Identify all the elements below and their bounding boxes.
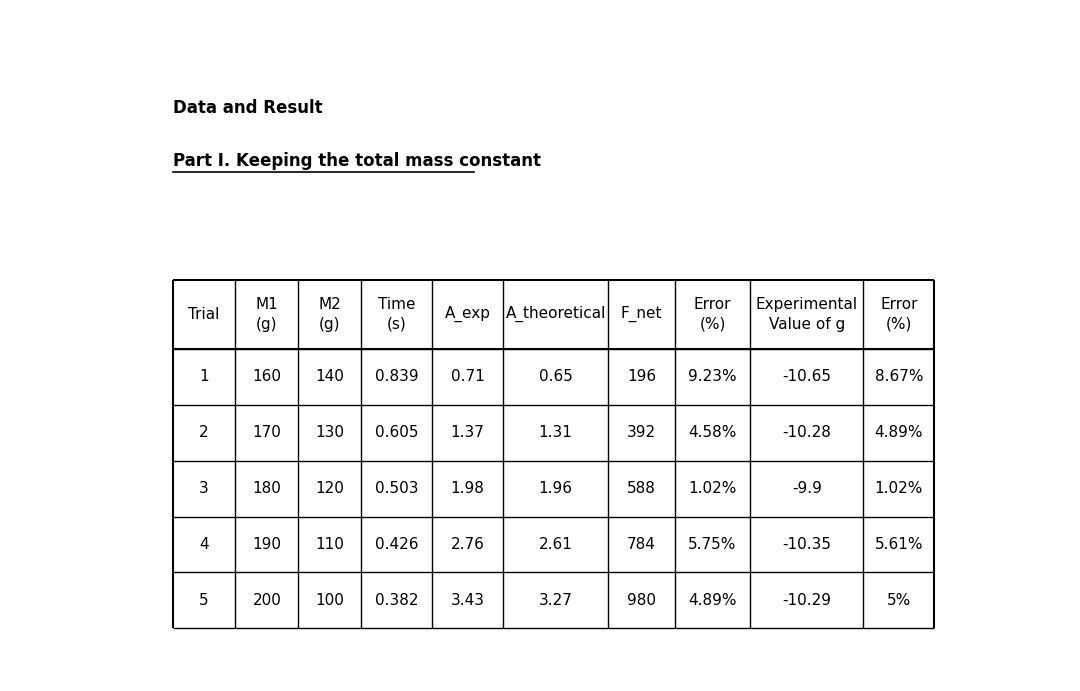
Text: -10.35: -10.35	[782, 537, 832, 552]
Text: 190: 190	[253, 537, 281, 552]
Text: 1: 1	[199, 370, 208, 384]
Text: 5%: 5%	[887, 593, 910, 608]
Text: Part I. Keeping the total mass constant: Part I. Keeping the total mass constant	[173, 152, 541, 170]
Text: 140: 140	[315, 370, 345, 384]
Text: 110: 110	[315, 537, 345, 552]
Text: 120: 120	[315, 481, 345, 496]
Text: Time
(s): Time (s)	[378, 297, 416, 332]
Text: -10.29: -10.29	[782, 593, 832, 608]
Text: 0.503: 0.503	[375, 481, 418, 496]
Text: 1.02%: 1.02%	[688, 481, 737, 496]
Text: 8.67%: 8.67%	[875, 370, 923, 384]
Text: Error
(%): Error (%)	[693, 297, 731, 332]
Text: F_net: F_net	[621, 306, 662, 323]
Text: 0.605: 0.605	[375, 425, 418, 440]
Text: 1.02%: 1.02%	[875, 481, 923, 496]
Text: 160: 160	[253, 370, 281, 384]
Text: 4: 4	[199, 537, 208, 552]
Text: 3.27: 3.27	[539, 593, 572, 608]
Text: M1
(g): M1 (g)	[256, 297, 279, 332]
Text: Experimental
Value of g: Experimental Value of g	[756, 297, 858, 332]
Text: 4.89%: 4.89%	[688, 593, 737, 608]
Text: 9.23%: 9.23%	[688, 370, 737, 384]
Text: Trial: Trial	[188, 307, 219, 322]
Text: 170: 170	[253, 425, 281, 440]
Text: 1.96: 1.96	[539, 481, 572, 496]
Text: -10.28: -10.28	[782, 425, 832, 440]
Text: -10.65: -10.65	[782, 370, 832, 384]
Text: 588: 588	[627, 481, 656, 496]
Text: -9.9: -9.9	[792, 481, 822, 496]
Text: 0.426: 0.426	[375, 537, 418, 552]
Text: 1.31: 1.31	[539, 425, 572, 440]
Text: 5.61%: 5.61%	[875, 537, 923, 552]
Text: 196: 196	[626, 370, 656, 384]
Text: 200: 200	[253, 593, 281, 608]
Text: 1.98: 1.98	[450, 481, 485, 496]
Text: 2.61: 2.61	[539, 537, 572, 552]
Text: 0.839: 0.839	[375, 370, 418, 384]
Text: 4.58%: 4.58%	[688, 425, 737, 440]
Text: Error
(%): Error (%)	[880, 297, 918, 332]
Text: 3.43: 3.43	[450, 593, 485, 608]
Text: 180: 180	[253, 481, 281, 496]
Text: 0.71: 0.71	[450, 370, 485, 384]
Text: 0.382: 0.382	[375, 593, 418, 608]
Text: 2.76: 2.76	[450, 537, 485, 552]
Text: 2: 2	[199, 425, 208, 440]
Text: A_exp: A_exp	[445, 306, 490, 323]
Text: 0.65: 0.65	[539, 370, 572, 384]
Text: 3: 3	[199, 481, 208, 496]
Text: 5: 5	[199, 593, 208, 608]
Text: 1.37: 1.37	[450, 425, 485, 440]
Text: 130: 130	[315, 425, 345, 440]
Text: 392: 392	[626, 425, 656, 440]
Text: 100: 100	[315, 593, 345, 608]
Text: M2
(g): M2 (g)	[319, 297, 341, 332]
Text: 5.75%: 5.75%	[688, 537, 737, 552]
Text: 784: 784	[627, 537, 656, 552]
Text: 4.89%: 4.89%	[875, 425, 923, 440]
Text: A_theoretical: A_theoretical	[505, 306, 606, 323]
Text: Data and Result: Data and Result	[173, 99, 322, 117]
Text: 980: 980	[626, 593, 656, 608]
